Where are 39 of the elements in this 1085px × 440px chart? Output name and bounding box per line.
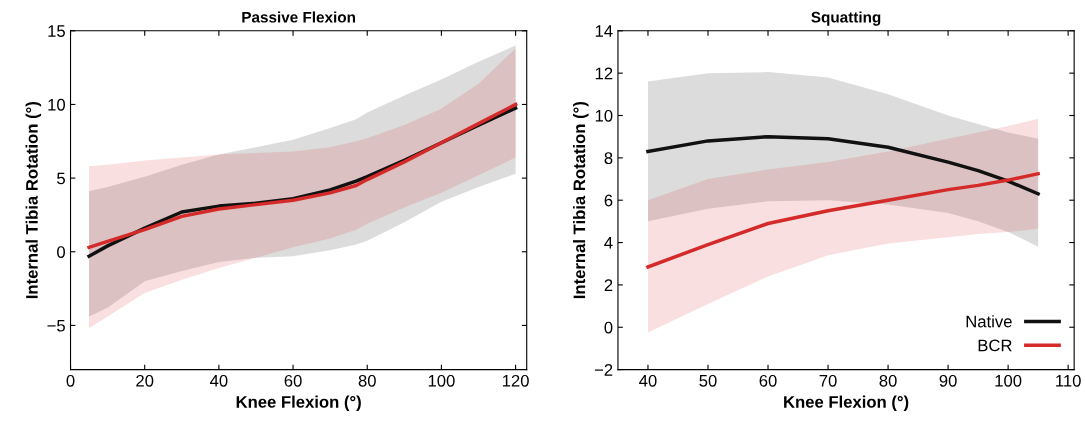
y-tick-label: 10 bbox=[595, 109, 613, 122]
chart-title: Squatting bbox=[811, 11, 881, 26]
line-series bbox=[646, 171, 1040, 269]
x-tick-label: 80 bbox=[358, 374, 376, 387]
x-tick-label: 100 bbox=[995, 374, 1022, 387]
y-tick-label: 0 bbox=[57, 246, 66, 258]
x-tick-label: 60 bbox=[759, 374, 777, 387]
y-tick-label: 8 bbox=[604, 152, 613, 165]
y-tick-label: 2 bbox=[604, 279, 613, 291]
x-tick-label: 40 bbox=[639, 374, 657, 387]
x-tick-label: 60 bbox=[284, 374, 302, 387]
y-tick-label: −5 bbox=[47, 319, 65, 332]
y-tick-label: 4 bbox=[604, 237, 613, 249]
x-axis-title: Knee Flexion (°) bbox=[784, 395, 909, 412]
y-axis-title: Internal Tibia Rotation (°) bbox=[25, 102, 42, 299]
y-tick-label: 14 bbox=[595, 25, 613, 37]
y-axis-title: Internal Tibia Rotation (°) bbox=[573, 102, 589, 299]
y-tick-label: 12 bbox=[595, 67, 613, 80]
y-tick-label: −2 bbox=[594, 364, 613, 376]
x-tick-label: 110 bbox=[1056, 374, 1081, 387]
x-tick-label: 20 bbox=[136, 374, 154, 387]
line-series bbox=[646, 134, 1040, 196]
x-tick-label: 0 bbox=[66, 374, 75, 387]
x-tick-label: 100 bbox=[428, 374, 455, 387]
x-tick-label: 40 bbox=[210, 374, 228, 387]
x-tick-label: 120 bbox=[502, 374, 529, 387]
legend-label: Native bbox=[966, 315, 1012, 328]
x-axis-title: Knee Flexion (°) bbox=[236, 395, 361, 412]
y-tick-label: 10 bbox=[48, 98, 66, 111]
legend-label: BCR bbox=[978, 339, 1012, 352]
chart-title: Passive Flexion bbox=[242, 11, 355, 23]
x-tick-label: 70 bbox=[819, 374, 837, 387]
x-tick-label: 50 bbox=[699, 374, 717, 387]
y-tick-label: 0 bbox=[604, 321, 613, 334]
x-tick-label: 80 bbox=[879, 374, 897, 387]
x-tick-label: 90 bbox=[939, 374, 957, 387]
y-tick-label: 6 bbox=[604, 194, 613, 207]
y-tick-label: 5 bbox=[57, 172, 65, 185]
y-tick-label: 15 bbox=[48, 25, 65, 37]
